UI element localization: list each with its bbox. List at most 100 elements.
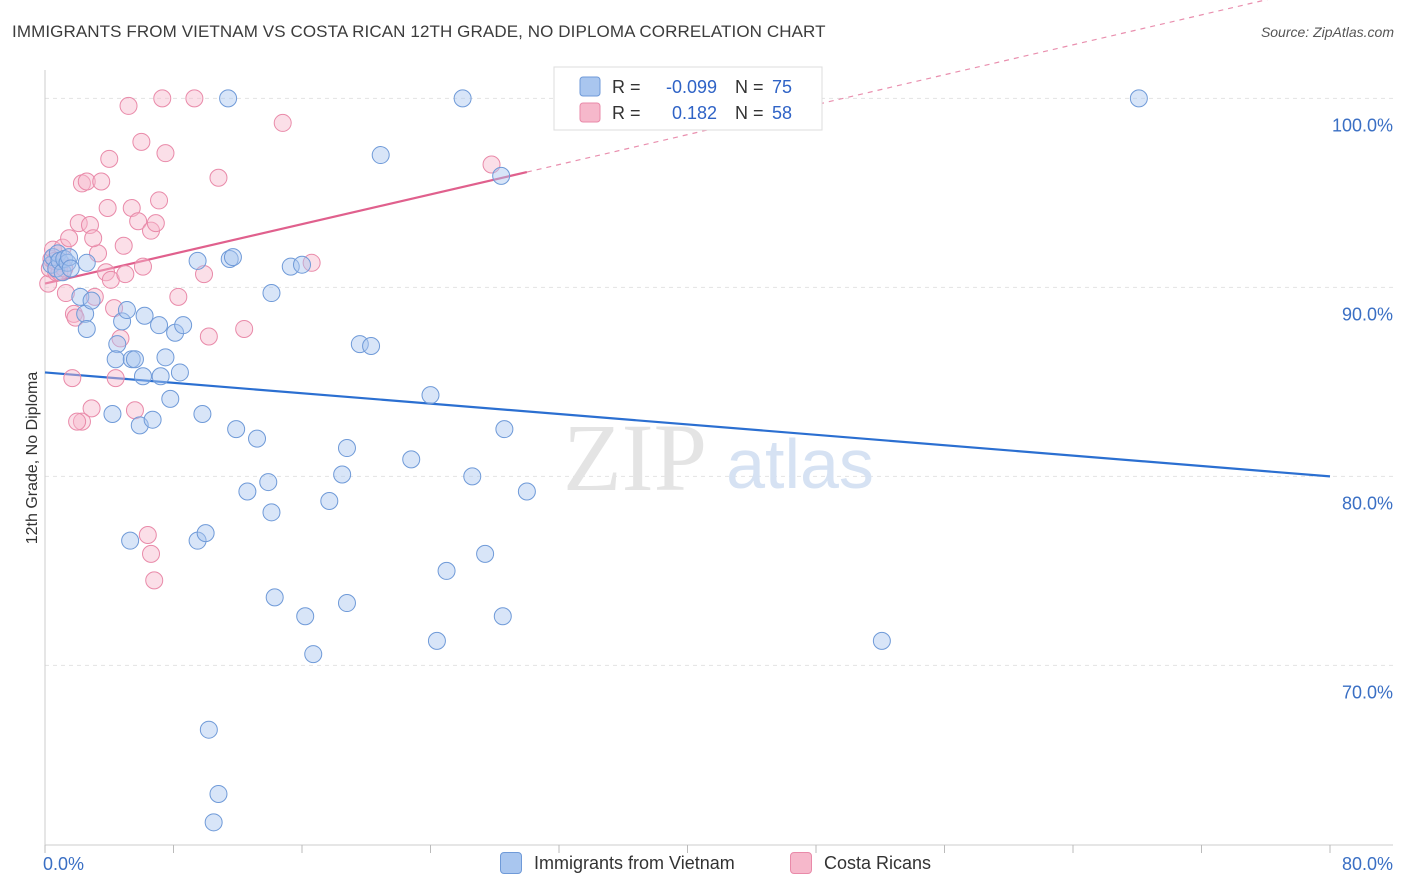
- legend-n-label-vietnam: N =: [735, 77, 764, 97]
- legend-r-value-costa-ricans: 0.182: [672, 103, 717, 123]
- point-vietnam: [421, 386, 440, 405]
- point-vietnam: [60, 248, 79, 267]
- point-vietnam: [61, 259, 80, 278]
- point-costa-ricans: [133, 257, 152, 276]
- watermark-zip: ZIP: [563, 404, 707, 511]
- point-vietnam: [219, 89, 238, 108]
- point-vietnam: [371, 146, 390, 165]
- point-costa-ricans: [68, 412, 87, 431]
- point-vietnam: [402, 450, 421, 469]
- legend-r-label-vietnam: R =: [612, 77, 641, 97]
- x-tick-label-min: 0.0%: [43, 854, 84, 874]
- trend-line-costa-ricans-extension: [526, 0, 1269, 173]
- legend-swatch-costa-ricans: [579, 102, 601, 123]
- point-vietnam: [296, 607, 315, 626]
- point-vietnam: [320, 491, 339, 510]
- point-vietnam: [333, 465, 352, 484]
- point-vietnam: [492, 166, 511, 185]
- point-costa-ricans: [153, 89, 172, 108]
- series-vietnam: [42, 89, 1148, 832]
- point-vietnam: [174, 316, 193, 335]
- point-costa-ricans: [199, 327, 218, 346]
- point-vietnam: [113, 312, 132, 331]
- point-vietnam: [337, 439, 356, 458]
- point-vietnam: [437, 561, 456, 580]
- legend-r-value-vietnam: -0.099: [666, 77, 717, 97]
- point-vietnam: [151, 367, 170, 386]
- legend: R = -0.099 N = 75 R = 0.182 N = 58: [553, 66, 823, 131]
- point-vietnam: [337, 594, 356, 613]
- point-vietnam: [517, 482, 536, 501]
- point-costa-ricans: [235, 319, 254, 338]
- bottom-legend-item-costa-ricans: Costa Ricans: [790, 852, 931, 874]
- point-costa-ricans: [132, 132, 151, 151]
- point-vietnam: [125, 350, 144, 369]
- point-costa-ricans: [80, 216, 99, 234]
- point-costa-ricans: [195, 265, 214, 284]
- point-vietnam: [265, 588, 284, 607]
- point-costa-ricans: [145, 571, 164, 590]
- point-costa-ricans: [116, 265, 135, 284]
- point-vietnam: [103, 405, 122, 424]
- point-costa-ricans: [273, 113, 292, 132]
- point-vietnam: [117, 301, 136, 320]
- point-costa-ricans: [66, 308, 85, 327]
- grid-lines: [45, 97, 1393, 666]
- point-costa-ricans: [60, 229, 79, 248]
- point-vietnam: [143, 410, 162, 429]
- y-tick-label: 100.0%: [1332, 115, 1393, 135]
- point-vietnam: [156, 348, 175, 367]
- point-vietnam: [108, 335, 127, 354]
- point-vietnam: [106, 350, 125, 369]
- legend-n-value-vietnam: 75: [772, 77, 792, 97]
- point-vietnam: [223, 248, 242, 267]
- point-costa-ricans: [142, 544, 161, 563]
- point-vietnam: [209, 784, 228, 803]
- point-costa-ricans: [77, 172, 96, 191]
- point-vietnam: [350, 335, 369, 354]
- point-vietnam: [82, 291, 101, 310]
- point-vietnam: [872, 631, 891, 650]
- point-costa-ricans: [84, 229, 103, 248]
- point-vietnam: [259, 473, 278, 492]
- bottom-legend-label-vietnam: Immigrants from Vietnam: [534, 852, 735, 873]
- bottom-legend-swatch-costa-ricans: [790, 852, 812, 874]
- y-tick-labels: 70.0% 80.0% 90.0% 100.0%: [1332, 115, 1393, 702]
- point-vietnam: [77, 319, 96, 338]
- watermark: ZIP atlas: [563, 404, 874, 511]
- point-vietnam: [293, 255, 311, 274]
- bottom-legend-item-vietnam: Immigrants from Vietnam: [500, 852, 735, 874]
- axes: [44, 70, 1393, 853]
- point-vietnam: [170, 363, 189, 382]
- y-tick-label: 90.0%: [1342, 304, 1393, 324]
- point-vietnam: [193, 405, 212, 424]
- point-vietnam: [463, 467, 482, 486]
- point-vietnam: [71, 287, 90, 306]
- point-vietnam: [453, 89, 472, 108]
- point-costa-ricans: [129, 212, 148, 231]
- y-axis-label: 12th Grade, No Diploma: [24, 372, 41, 545]
- point-costa-ricans: [100, 149, 119, 168]
- point-costa-ricans: [150, 191, 169, 210]
- point-costa-ricans: [82, 399, 101, 418]
- point-vietnam: [1129, 89, 1148, 108]
- legend-swatch-vietnam: [579, 76, 601, 97]
- point-costa-ricans: [92, 172, 111, 191]
- point-costa-ricans: [63, 369, 82, 388]
- y-tick-label: 70.0%: [1342, 682, 1393, 702]
- bottom-legend-label-costa-ricans: Costa Ricans: [824, 852, 932, 873]
- point-costa-ricans: [72, 412, 91, 431]
- point-costa-ricans: [69, 214, 88, 233]
- point-costa-ricans: [138, 526, 157, 544]
- point-vietnam: [199, 720, 218, 739]
- point-vietnam: [304, 645, 323, 664]
- y-tick-label: 80.0%: [1342, 493, 1393, 513]
- point-vietnam: [476, 544, 495, 563]
- point-costa-ricans: [106, 369, 125, 388]
- trend-line-costa-ricans: [44, 171, 528, 285]
- legend-r-label-costa-ricans: R =: [612, 103, 641, 123]
- point-vietnam: [135, 306, 154, 325]
- series-costa-ricans: [39, 89, 501, 590]
- point-vietnam: [150, 316, 169, 335]
